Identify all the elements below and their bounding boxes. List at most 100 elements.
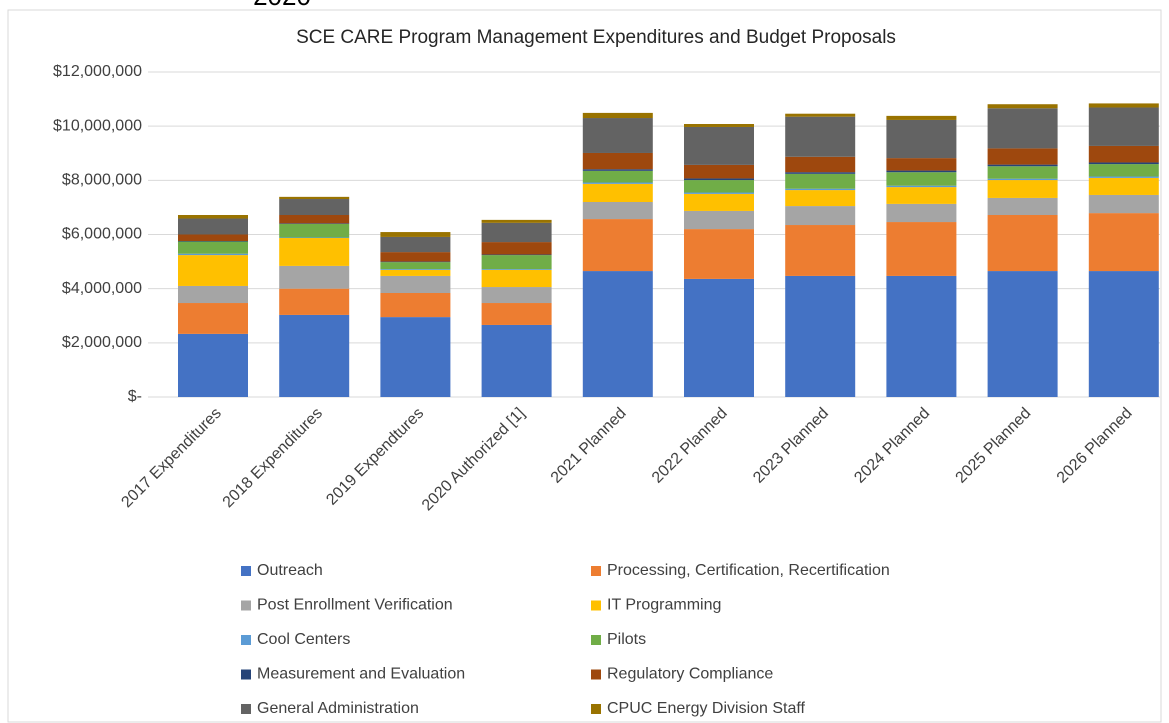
bar-segment (380, 232, 451, 237)
bar-segment (987, 104, 1058, 109)
bar-segment (178, 234, 248, 241)
bar-segment (582, 202, 653, 220)
bar-segment (481, 303, 552, 325)
bar-segment (178, 303, 248, 334)
legend-label: Measurement and Evaluation (257, 666, 465, 683)
y-tick-label: $8,000,000 (62, 172, 142, 189)
bar-segment (684, 192, 754, 194)
bar-segment (380, 269, 451, 276)
bar-segment (481, 324, 552, 397)
bar-segment (987, 148, 1058, 165)
legend-swatch (241, 600, 251, 611)
bar-segment (886, 275, 957, 397)
bar-segment (684, 210, 754, 230)
legend-label: General Administration (257, 700, 419, 717)
bar-segment (684, 178, 754, 181)
bar-segment (481, 287, 552, 304)
legend-label: Pilots (607, 631, 646, 648)
bar-segment (886, 222, 957, 276)
legend-label: Processing, Certification, Recertificati… (607, 562, 890, 579)
bar-segment (481, 254, 552, 256)
x-tick-label: 2021 Planned (548, 405, 630, 487)
bar-segment (1088, 107, 1159, 146)
bar-segment (582, 271, 653, 397)
bar-segment (582, 112, 653, 119)
legend-swatch (241, 635, 251, 645)
bar-segment (582, 152, 653, 170)
bar-segment (886, 187, 957, 204)
bar-segment (785, 188, 856, 191)
bar-segment (279, 196, 350, 200)
bar-segment (785, 156, 856, 173)
bar-segment (684, 180, 754, 193)
bar-segment (178, 241, 248, 242)
bar-segment (481, 242, 552, 255)
bar-segment (987, 164, 1058, 167)
x-tick-label: 2024 Planned (851, 405, 933, 487)
x-tick-label: 2023 Planned (750, 405, 832, 487)
bar-segment (582, 182, 653, 184)
bar-segment (785, 190, 856, 207)
bar-segment (582, 169, 653, 171)
header-fragment: 2020 (253, 0, 311, 11)
bar-segment (684, 126, 754, 165)
bar-segment (1088, 164, 1159, 177)
y-tick-label: $- (128, 388, 142, 405)
bar-segment (582, 118, 653, 153)
bar-segment (279, 314, 350, 397)
bar-segment (987, 271, 1058, 397)
bar-segment (987, 215, 1058, 272)
legend-swatch (591, 704, 601, 714)
bar-segment (785, 172, 856, 174)
y-tick-label: $12,000,000 (53, 63, 142, 80)
bar-segment (481, 219, 552, 223)
bar-segment (380, 269, 451, 270)
bar-segment (886, 115, 957, 120)
bar-segment (582, 219, 653, 272)
bar-segment (481, 269, 552, 288)
bar-segment (886, 158, 957, 171)
bar-segment (178, 333, 248, 397)
legend-label: Cool Centers (257, 631, 350, 648)
legend-label: IT Programming (607, 597, 721, 614)
legend-swatch (591, 566, 601, 576)
bar-segment (279, 237, 350, 239)
legend-swatch (241, 669, 251, 680)
bar-segment (785, 225, 856, 276)
bar-segment (1088, 103, 1159, 108)
bar-segment (279, 238, 350, 266)
bar-segment (1088, 177, 1159, 195)
legend-swatch (591, 669, 601, 680)
bar-segment (279, 199, 350, 215)
bar-segment (1088, 176, 1159, 178)
bar-segment (785, 206, 856, 226)
x-tick-label: 2017 Expenditures (118, 405, 224, 511)
bar-segment (380, 275, 451, 293)
x-tick-label: 2022 Planned (649, 405, 731, 487)
bar-segment (987, 197, 1058, 215)
x-tick-label: 2026 Planned (1054, 405, 1136, 487)
bar-segment (380, 252, 451, 262)
bar-segment (279, 215, 350, 224)
bar-segment (380, 261, 451, 263)
bar-segment (785, 173, 856, 189)
bar-segment (380, 262, 451, 270)
bar-segment (279, 223, 350, 238)
bar-segment (178, 241, 248, 254)
bar-segment (279, 288, 350, 315)
bar-segment (886, 170, 957, 173)
y-tick-label: $6,000,000 (62, 226, 142, 243)
bar-segment (481, 222, 552, 243)
bar-segment (684, 164, 754, 179)
legend-label: CPUC Energy Division Staff (607, 700, 806, 717)
bar-segment (785, 116, 856, 157)
bar-segment (178, 218, 248, 235)
bar-segment (582, 170, 653, 183)
legend-label: Outreach (257, 562, 323, 579)
bar-segment (178, 255, 248, 286)
legend-swatch (591, 600, 601, 611)
bar-segment (380, 293, 451, 318)
bar-segment (987, 180, 1058, 198)
bar-segment (178, 215, 248, 219)
